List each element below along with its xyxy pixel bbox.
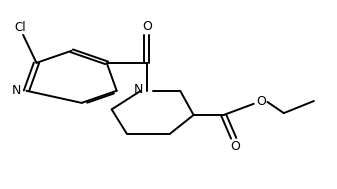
Text: O: O bbox=[142, 20, 152, 33]
Text: N: N bbox=[134, 83, 143, 96]
Text: Cl: Cl bbox=[14, 21, 26, 34]
Text: O: O bbox=[231, 140, 240, 153]
Text: N: N bbox=[12, 84, 21, 97]
Text: O: O bbox=[256, 95, 266, 108]
